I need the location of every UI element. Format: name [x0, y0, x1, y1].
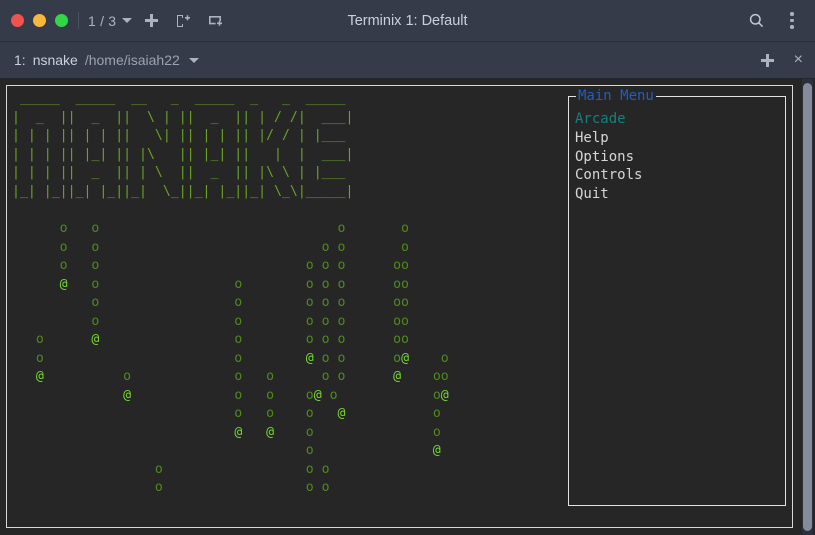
- close-tab-button[interactable]: ×: [793, 51, 803, 68]
- snake-play-field: o o o o o o o o o o o o o o oo @ o o o o…: [35, 221, 449, 495]
- session-counter-label: 1 / 3: [88, 12, 117, 29]
- window-controls: [0, 14, 68, 27]
- terminal-frame: [6, 85, 793, 528]
- menu-item-options[interactable]: Options: [575, 148, 635, 165]
- kebab-menu-icon: [790, 12, 794, 29]
- menu-item-controls[interactable]: Controls: [575, 167, 643, 184]
- split-vertical-icon: [209, 15, 223, 26]
- split-horizontal-icon: [177, 14, 191, 27]
- new-tab-button[interactable]: [760, 53, 774, 67]
- plus-icon: [144, 14, 158, 27]
- chevron-down-icon[interactable]: [188, 57, 199, 63]
- terminal-scrollbar[interactable]: [802, 79, 813, 535]
- minimize-button[interactable]: [33, 14, 46, 27]
- tab-actions: ×: [760, 51, 803, 68]
- menu-item-help[interactable]: Help: [575, 129, 609, 146]
- chevron-down-icon: [122, 18, 133, 23]
- terminal-area: _____ _____ __ _ _____ _ _ _____ | _ || …: [0, 79, 815, 535]
- tab-bar: 1: nsnake /home/isaiah22 ×: [0, 42, 815, 79]
- main-menu-panel: Main Menu Arcade Help Options Controls Quit: [568, 87, 786, 506]
- search-button[interactable]: [743, 8, 769, 34]
- terminal-screen[interactable]: _____ _____ __ _ _____ _ _ _____ | _ || …: [8, 87, 791, 526]
- search-icon: [749, 13, 763, 28]
- scrollbar-thumb[interactable]: [803, 83, 812, 531]
- titlebar-actions: [737, 8, 815, 34]
- tab-label: nsnake: [32, 52, 78, 68]
- tab-item-nsnake[interactable]: 1: nsnake /home/isaiah22: [14, 52, 199, 68]
- tab-number: 1:: [14, 52, 26, 68]
- split-vertical-button[interactable]: [202, 8, 228, 34]
- maximize-button[interactable]: [55, 14, 68, 27]
- main-menu-title: Main Menu: [576, 87, 656, 105]
- menu-item-arcade[interactable]: Arcade: [575, 111, 626, 127]
- split-horizontal-button[interactable]: [170, 8, 196, 34]
- window-menu-button[interactable]: [779, 8, 805, 34]
- session-switcher[interactable]: 1 / 3: [88, 12, 133, 29]
- main-menu-list: Arcade Help Options Controls Quit: [575, 110, 642, 204]
- menu-item-quit[interactable]: Quit: [575, 186, 609, 203]
- close-button[interactable]: [11, 14, 24, 27]
- toolbar-divider: [78, 12, 79, 29]
- nsnake-ascii-banner: _____ _____ __ _ _____ _ _ _____ | _ || …: [12, 91, 354, 199]
- new-session-button[interactable]: [138, 8, 164, 34]
- tab-path: /home/isaiah22: [84, 52, 180, 68]
- window-titlebar: 1 / 3 Terminix 1: Default: [0, 0, 815, 42]
